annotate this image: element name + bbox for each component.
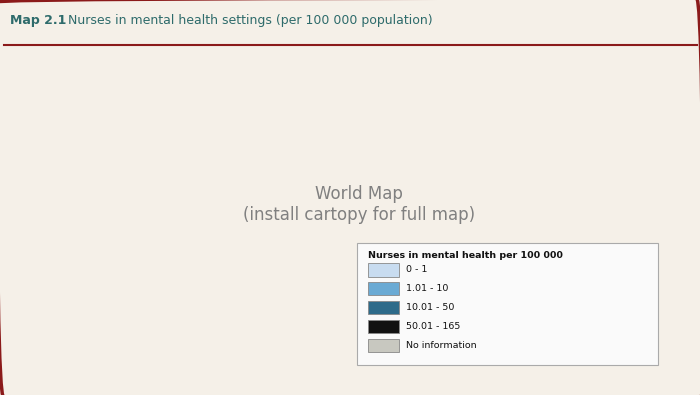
Text: 0 - 1: 0 - 1 [406, 265, 428, 274]
Text: Nurses in mental health per 100 000: Nurses in mental health per 100 000 [368, 251, 562, 260]
Text: Map 2.1: Map 2.1 [10, 14, 67, 27]
Text: 10.01 - 50: 10.01 - 50 [406, 303, 454, 312]
Text: 50.01 - 165: 50.01 - 165 [406, 322, 461, 331]
Text: Nurses in mental health settings (per 100 000 population): Nurses in mental health settings (per 10… [52, 14, 433, 27]
Text: 1.01 - 10: 1.01 - 10 [406, 284, 449, 293]
Text: World Map
(install cartopy for full map): World Map (install cartopy for full map) [243, 185, 475, 224]
Text: No information: No information [406, 341, 477, 350]
